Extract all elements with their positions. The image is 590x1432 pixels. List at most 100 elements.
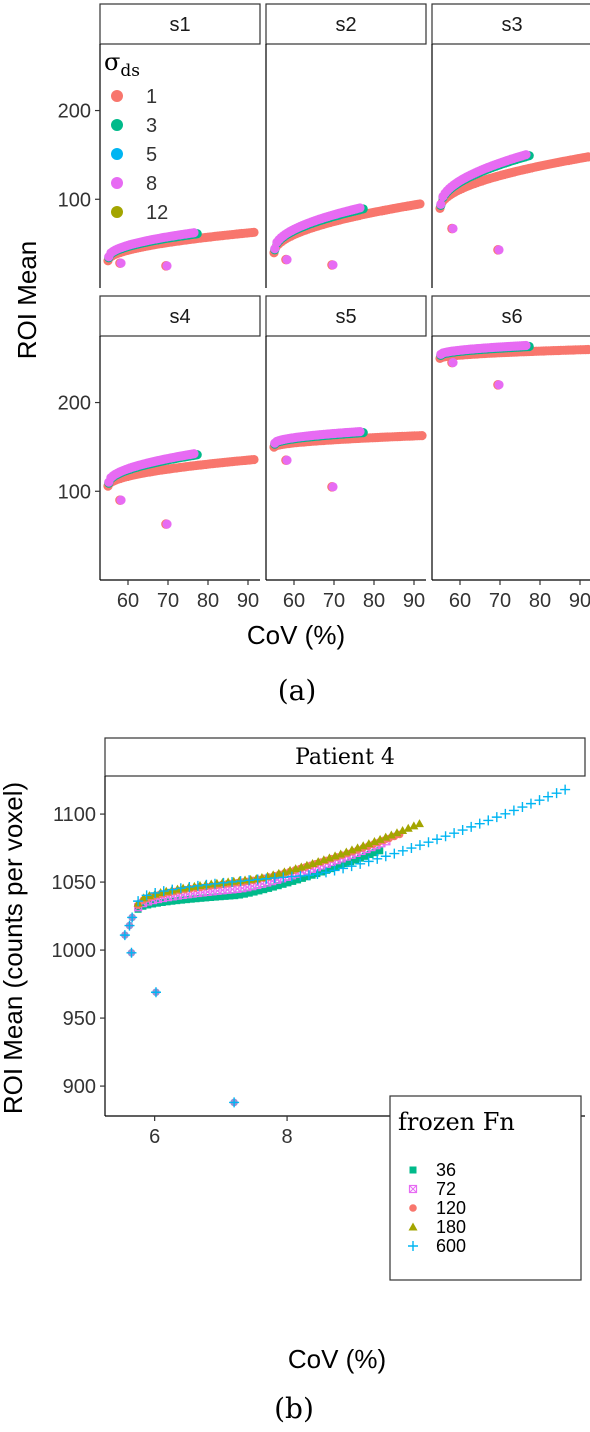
data-point-fn-600 (295, 870, 306, 881)
legend-entry-label: 72 (436, 1179, 456, 1199)
data-point-outlier (448, 223, 458, 234)
x-axis-title: CoV (%) (247, 620, 345, 650)
data-point-sigma-1 (417, 431, 427, 441)
data-point-shared (119, 930, 130, 941)
data-point-sigma-1 (249, 454, 259, 465)
data-point-fn-600 (303, 870, 314, 881)
data-point-fn-36 (298, 874, 306, 882)
data-point-outlier (282, 255, 292, 265)
facet-strip (99, 295, 261, 337)
legend-key (111, 119, 123, 131)
data-point-fn-36 (265, 884, 273, 892)
data-point-fn-600 (517, 802, 528, 813)
data-point-fn-180 (414, 819, 424, 828)
data-point-fn-180 (369, 837, 379, 846)
data-point-fn-36 (216, 893, 224, 901)
data-point-fn-36 (337, 861, 345, 869)
data-point-fn-180 (347, 845, 357, 854)
legend-entry-label: 3 (146, 115, 157, 137)
legend-entry-label: 180 (436, 1217, 466, 1237)
title-strip (104, 737, 586, 777)
facet-panel-s3: s3 (431, 3, 590, 288)
data-point-fn-180 (375, 834, 385, 843)
data-point-shared (229, 1097, 240, 1108)
data-point-fn-36 (231, 892, 239, 900)
data-point-sigma-8 (355, 203, 365, 213)
y-tick-label: 100 (58, 481, 91, 503)
data-point-fn-36 (226, 892, 234, 900)
data-point-fn-600 (133, 896, 144, 907)
data-point-fn-180 (403, 823, 413, 832)
data-point-fn-36 (361, 852, 369, 860)
x-tick-label: 90 (403, 590, 425, 612)
legend-key (409, 1185, 417, 1193)
legend-key (408, 1184, 418, 1194)
data-point-fn-600 (252, 874, 263, 885)
data-point-fn-36 (187, 895, 195, 903)
y-tick-label: 1000 (52, 940, 97, 962)
legend-key (111, 148, 123, 160)
data-point-outlier (328, 260, 338, 270)
data-point-fn-600 (329, 865, 340, 876)
data-point-fn-600 (483, 815, 494, 826)
data-point-fn-36 (371, 849, 379, 857)
legend-entry-label: 5 (146, 144, 157, 166)
data-point-fn-36 (211, 893, 219, 901)
facet-points (103, 449, 259, 529)
data-point-fn-600 (380, 851, 391, 862)
data-point-fn-600 (508, 805, 519, 816)
data-point-fn-180 (336, 849, 346, 858)
data-point-fn-600 (423, 837, 434, 848)
data-point-fn-600 (440, 831, 451, 842)
data-point-fn-600 (372, 853, 383, 864)
data-point-fn-180 (386, 830, 396, 839)
legend-title: σds (104, 48, 140, 81)
data-point-fn-600 (158, 886, 169, 897)
x-tick-label: 70 (323, 590, 345, 612)
data-point-fn-600 (338, 863, 349, 874)
data-point-sigma-8 (436, 199, 446, 209)
facet-strip (431, 3, 590, 45)
data-point-fn-36 (352, 856, 360, 864)
data-point-fn-180 (392, 828, 402, 837)
facet-panel-s5: s5 60 70 80 90 (265, 295, 427, 612)
x-axis-title: CoV (%) (288, 1344, 386, 1374)
x-tick-label: 70 (157, 590, 179, 612)
data-point-fn-600 (227, 876, 238, 887)
data-point-fn-600 (346, 861, 357, 872)
facet-strip-label: s4 (169, 306, 190, 328)
data-point-fn-36 (274, 882, 282, 890)
facet-strip-label: s3 (501, 14, 522, 36)
data-point-fn-600 (432, 834, 443, 845)
data-point-shared (124, 920, 135, 931)
data-point-fn-36 (221, 892, 229, 900)
data-point-fn-180 (358, 841, 368, 850)
facet-strip (265, 3, 427, 45)
data-point-fn-36 (134, 905, 142, 913)
data-point-fn-36 (158, 898, 166, 906)
x-tick-label: 80 (529, 590, 551, 612)
data-point-outlier (282, 455, 292, 465)
x-tick-label: 60 (283, 590, 305, 612)
data-point-fn-600 (491, 812, 502, 823)
legend-title-sub: ds (120, 61, 140, 81)
data-point-fn-600 (474, 818, 485, 829)
data-point-fn-36 (163, 898, 171, 906)
data-point-fn-600 (355, 858, 366, 869)
data-point-fn-600 (286, 871, 297, 882)
data-point-fn-36 (153, 899, 161, 907)
facet-points (269, 199, 425, 270)
legend-entry-label: 36 (436, 1160, 456, 1180)
legend-entry-label: 12 (146, 202, 168, 224)
data-point-fn-600 (500, 808, 511, 819)
data-point-sigma-8 (521, 340, 531, 351)
data-point-fn-180 (341, 847, 351, 856)
data-point-outlier (116, 495, 126, 505)
data-point-fn-36 (260, 886, 268, 894)
data-point-fn-600 (389, 848, 400, 859)
data-point-fn-36 (289, 877, 297, 885)
facet-strip-label: s6 (501, 306, 522, 328)
data-point-fn-180 (381, 832, 391, 841)
data-point-fn-600 (363, 856, 374, 867)
